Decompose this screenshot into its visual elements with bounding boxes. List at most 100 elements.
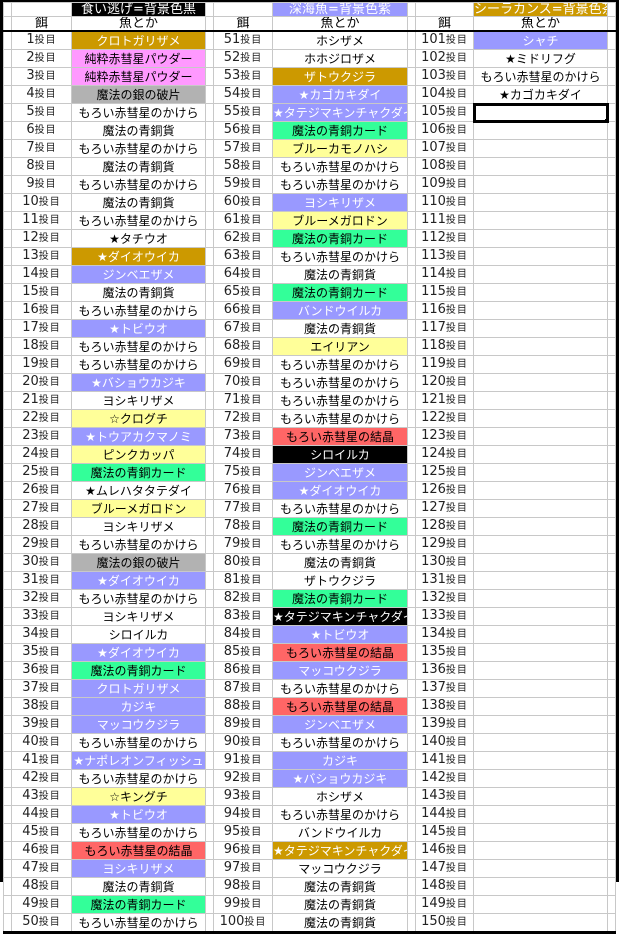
spacer-cell[interactable] <box>205 319 214 338</box>
fish-cell[interactable]: もろい赤彗星のかけら <box>71 211 206 230</box>
spacer-cell[interactable] <box>407 499 416 518</box>
spacer-cell[interactable] <box>407 175 416 194</box>
bait-column-header[interactable]: 餌 <box>415 16 474 32</box>
fish-cell-empty[interactable] <box>473 643 608 662</box>
empty-cell[interactable] <box>415 2 474 17</box>
spacer-cell[interactable] <box>607 553 616 572</box>
spacer-cell[interactable] <box>607 571 616 590</box>
fish-cell-empty[interactable] <box>473 535 608 554</box>
throw-label-cell[interactable]: 59投目 <box>213 175 273 194</box>
throw-label-cell[interactable]: 143投目 <box>415 787 474 806</box>
spacer-cell[interactable] <box>205 517 214 536</box>
fish-cell-empty[interactable] <box>473 139 608 158</box>
fish-cell[interactable]: もろい赤彗星のかけら <box>71 355 206 374</box>
throw-label-cell[interactable]: 10投目 <box>11 193 72 212</box>
spacer-cell[interactable] <box>407 49 416 68</box>
spacer-cell[interactable] <box>205 373 214 392</box>
throw-label-cell[interactable]: 25投目 <box>11 463 72 482</box>
fish-cell[interactable]: もろい赤彗星の結晶 <box>272 427 408 446</box>
group-header-3[interactable]: シーラカンス=背景色茶 <box>473 2 608 17</box>
spacer-cell[interactable] <box>205 355 214 374</box>
throw-label-cell[interactable]: 87投目 <box>213 679 273 698</box>
spacer-cell[interactable] <box>407 769 416 788</box>
spacer-cell[interactable] <box>407 121 416 140</box>
fish-cell[interactable]: 魔法の青銅貨 <box>71 193 206 212</box>
fish-cell-empty[interactable] <box>473 859 608 878</box>
spacer-cell[interactable] <box>407 535 416 554</box>
throw-label-cell[interactable]: 6投目 <box>11 121 72 140</box>
throw-label-cell[interactable]: 7投目 <box>11 139 72 158</box>
spacer-cell[interactable] <box>3 607 12 626</box>
empty-cell[interactable] <box>11 2 72 17</box>
spacer-cell[interactable] <box>407 913 416 934</box>
spacer-cell[interactable] <box>205 283 214 302</box>
spacer-cell[interactable] <box>3 481 12 500</box>
throw-label-cell[interactable]: 9投目 <box>11 175 72 194</box>
spacer-cell[interactable] <box>3 67 12 86</box>
spacer-cell[interactable] <box>607 661 616 680</box>
fish-cell[interactable]: もろい赤彗星のかけら <box>272 733 408 752</box>
throw-label-cell[interactable]: 71投目 <box>213 391 273 410</box>
spacer-cell[interactable] <box>3 139 12 158</box>
fish-cell[interactable]: もろい赤彗星のかけら <box>71 823 206 842</box>
throw-label-cell[interactable]: 102投目 <box>415 49 474 68</box>
fish-cell-empty[interactable] <box>473 679 608 698</box>
spacer-cell[interactable] <box>607 517 616 536</box>
spacer-cell[interactable] <box>205 697 214 716</box>
spacer-cell[interactable] <box>407 283 416 302</box>
fish-cell[interactable]: 魔法の青銅カード <box>71 463 206 482</box>
fish-cell-empty[interactable] <box>473 121 608 140</box>
fish-cell[interactable]: シロイルカ <box>71 625 206 644</box>
fish-cell[interactable]: もろい赤彗星のかけら <box>71 301 206 320</box>
fish-cell[interactable]: ★カゴカキダイ <box>272 85 408 104</box>
fish-cell[interactable]: 純粋赤彗星パウダー <box>71 49 206 68</box>
throw-label-cell[interactable]: 14投目 <box>11 265 72 284</box>
spacer-cell[interactable] <box>3 2 12 17</box>
fish-cell[interactable]: ★トビウオ <box>272 625 408 644</box>
throw-label-cell[interactable]: 60投目 <box>213 193 273 212</box>
spacer-cell[interactable] <box>407 85 416 104</box>
throw-label-cell[interactable]: 107投目 <box>415 139 474 158</box>
fish-cell[interactable]: もろい赤彗星のかけら <box>71 337 206 356</box>
fish-cell[interactable]: もろい赤彗星のかけら <box>71 103 206 122</box>
spacer-cell[interactable] <box>205 409 214 428</box>
spacer-cell[interactable] <box>3 265 12 284</box>
spacer-cell[interactable] <box>407 787 416 806</box>
spacer-cell[interactable] <box>607 391 616 410</box>
spacer-cell[interactable] <box>205 589 214 608</box>
spacer-cell[interactable] <box>607 265 616 284</box>
spacer-cell[interactable] <box>607 409 616 428</box>
spacer-cell[interactable] <box>407 715 416 734</box>
throw-label-cell[interactable]: 54投目 <box>213 85 273 104</box>
spacer-cell[interactable] <box>407 625 416 644</box>
fish-cell-empty[interactable] <box>473 553 608 572</box>
fish-cell-empty[interactable] <box>473 589 608 608</box>
spacer-cell[interactable] <box>3 589 12 608</box>
throw-label-cell[interactable]: 148投目 <box>415 877 474 896</box>
throw-label-cell[interactable]: 117投目 <box>415 319 474 338</box>
fish-cell[interactable]: 魔法の青銅貨 <box>71 121 206 140</box>
spacer-cell[interactable] <box>205 499 214 518</box>
spacer-cell[interactable] <box>607 175 616 194</box>
spacer-cell[interactable] <box>205 337 214 356</box>
throw-label-cell[interactable]: 69投目 <box>213 355 273 374</box>
spacer-cell[interactable] <box>607 355 616 374</box>
spacer-cell[interactable] <box>3 157 12 176</box>
throw-label-cell[interactable]: 2投目 <box>11 49 72 68</box>
fish-cell[interactable]: もろい赤彗星のかけら <box>272 805 408 824</box>
spacer-cell[interactable] <box>3 823 12 842</box>
throw-label-cell[interactable]: 49投目 <box>11 895 72 914</box>
spacer-cell[interactable] <box>205 823 214 842</box>
spacer-cell[interactable] <box>205 787 214 806</box>
fish-cell-empty[interactable] <box>473 463 608 482</box>
throw-label-cell[interactable]: 100投目 <box>213 913 273 934</box>
spacer-cell[interactable] <box>607 877 616 896</box>
fish-cell[interactable]: もろい赤彗星のかけら <box>71 589 206 608</box>
throw-label-cell[interactable]: 8投目 <box>11 157 72 176</box>
spacer-cell[interactable] <box>607 463 616 482</box>
spacer-cell[interactable] <box>3 517 12 536</box>
throw-label-cell[interactable]: 63投目 <box>213 247 273 266</box>
spacer-cell[interactable] <box>607 679 616 698</box>
spacer-cell[interactable] <box>607 2 616 17</box>
fish-cell[interactable]: ホホジロザメ <box>272 49 408 68</box>
